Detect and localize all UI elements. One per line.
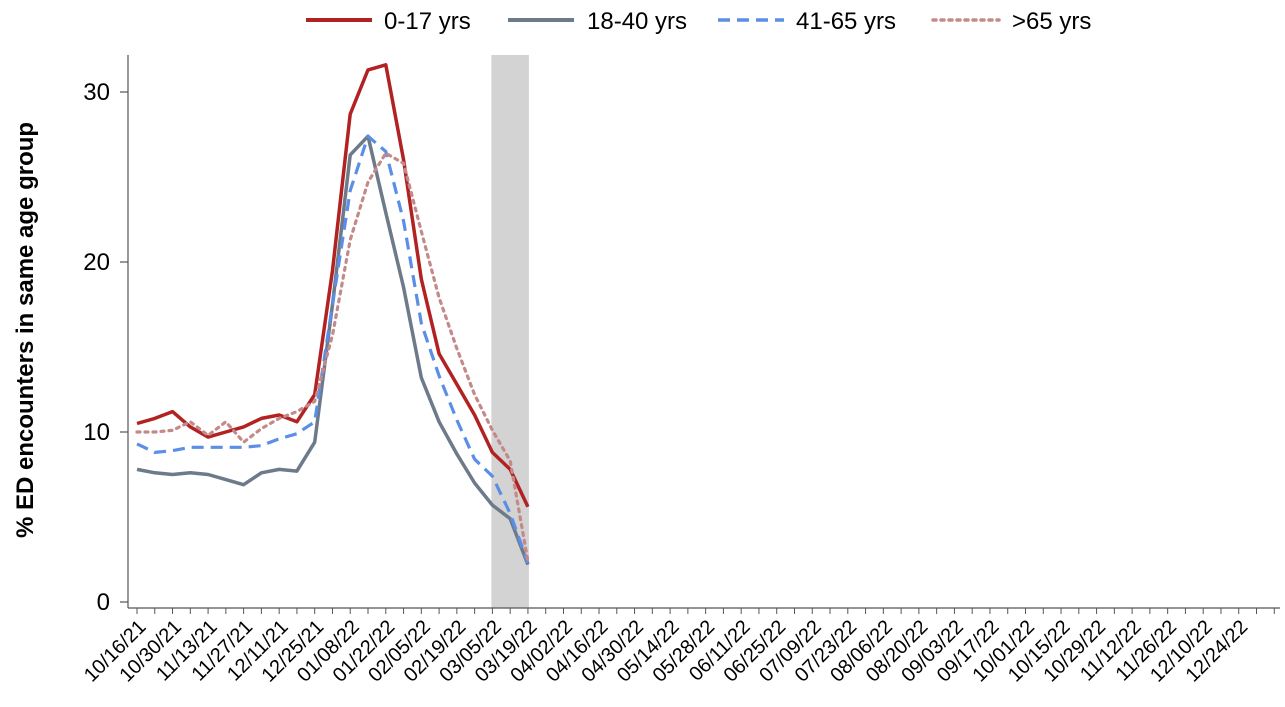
legend-label-2: 18-40 yrs <box>587 8 687 35</box>
series-line-1 <box>136 63 530 508</box>
y-tick-label: 10 <box>83 419 110 446</box>
series-layer <box>135 63 530 566</box>
legend-label-4: >65 yrs <box>1012 8 1091 35</box>
legend-label-1: 0-17 yrs <box>384 8 471 35</box>
legend: 0-17 yrs 18-40 yrs 41-65 yrs >65 yrs <box>306 8 1091 35</box>
y-axis-label: % ED encounters in same age group <box>12 122 39 538</box>
highlight-band <box>491 55 529 608</box>
y-tick-label: 0 <box>97 589 110 616</box>
series-line-2 <box>136 134 530 566</box>
axes: 010203010/16/2110/30/2111/13/2111/27/211… <box>80 55 1280 687</box>
y-tick-label: 30 <box>83 79 110 106</box>
series-line-3 <box>136 134 530 564</box>
series-line-4 <box>135 151 530 563</box>
legend-label-3: 41-65 yrs <box>796 8 896 35</box>
highlight-band-layer <box>491 55 529 608</box>
y-tick-label: 20 <box>83 249 110 276</box>
